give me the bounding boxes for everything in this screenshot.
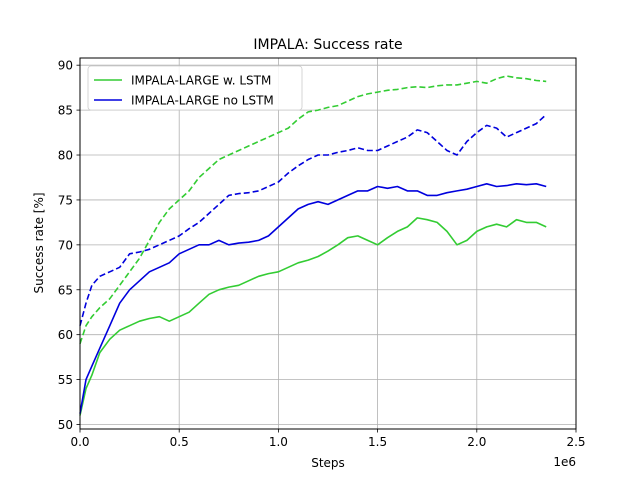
y-tick-label: 60 — [58, 328, 73, 342]
x-axis-label: Steps — [311, 456, 345, 470]
chart-title: IMPALA: Success rate — [253, 37, 402, 53]
y-tick-label: 55 — [58, 373, 73, 387]
y-tick-label: 85 — [58, 104, 73, 118]
legend-box — [87, 65, 303, 111]
x-tick-label: 1.5 — [368, 435, 387, 449]
plot-frame — [79, 57, 577, 430]
y-tick-label: 80 — [58, 149, 73, 163]
y-axis: 50 55 60 65 70 75 80 85 90 — [58, 59, 80, 432]
series-line-3-dashed — [79, 114, 547, 326]
series-line-0-solid — [79, 217, 547, 416]
y-tick-label: 75 — [58, 193, 73, 207]
series-line-2-solid — [79, 183, 547, 414]
x-axis: 0.0 0.5 1.0 1.5 2.0 2.5 — [70, 429, 586, 449]
x-tick-label: 2.5 — [566, 435, 585, 449]
x-axis-offset-label: 1e6 — [553, 455, 576, 469]
y-axis-label: Success rate [%] — [32, 192, 46, 293]
legend: IMPALA-LARGE w. LSTM IMPALA-LARGE no LSTM — [87, 65, 303, 111]
y-tick-label: 65 — [58, 283, 73, 297]
grid-lines — [79, 58, 577, 429]
x-tick-label: 2.0 — [467, 435, 486, 449]
series-line-1-dashed — [79, 75, 547, 344]
y-tick-label: 50 — [58, 418, 73, 432]
legend-label: IMPALA-LARGE w. LSTM — [131, 74, 271, 88]
x-tick-label: 1.0 — [269, 435, 288, 449]
legend-label: IMPALA-LARGE no LSTM — [131, 94, 274, 108]
x-tick-label: 0.5 — [170, 435, 189, 449]
x-tick-label: 0.0 — [70, 435, 89, 449]
y-tick-label: 70 — [58, 238, 73, 252]
series-layer — [79, 75, 547, 416]
y-tick-label: 90 — [58, 59, 73, 73]
